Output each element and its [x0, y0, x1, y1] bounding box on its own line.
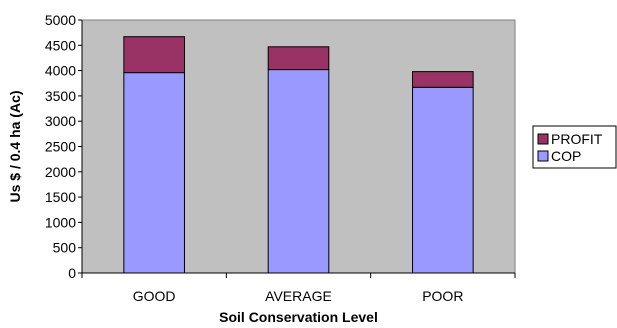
- legend-label-profit: PROFIT: [551, 131, 603, 147]
- bar-profit-good: [123, 36, 185, 74]
- bars: [123, 36, 474, 274]
- y-tick-label: 500: [53, 240, 77, 256]
- y-tick-label: 3500: [45, 88, 76, 104]
- bar-cop-good: [123, 72, 185, 274]
- bar-cop-poor: [412, 86, 474, 274]
- y-tick-label: 4000: [45, 63, 76, 79]
- y-tick-label: 0: [68, 265, 76, 281]
- legend-swatch-profit: [537, 133, 549, 145]
- y-tick-label: 4500: [45, 37, 76, 53]
- legend-label-cop: COP: [551, 148, 581, 164]
- legend-box: [532, 125, 617, 169]
- y-tick-label: 1000: [45, 214, 76, 230]
- legend-swatch-cop: [537, 150, 549, 162]
- x-tick-label: POOR: [422, 288, 463, 304]
- bar-profit-average: [267, 46, 330, 71]
- y-axis-ticks: 0 500 1000 1500 2000 2500 3000 3500 4000 4500 5000: [45, 12, 82, 281]
- x-tick-label: GOOD: [133, 288, 176, 304]
- y-tick-label: 1500: [45, 189, 76, 205]
- x-axis-ticks: GOOD AVERAGE POOR: [81, 273, 516, 304]
- x-tick-label: AVERAGE: [265, 288, 332, 304]
- bar-cop-average: [267, 69, 330, 274]
- y-axis-title: Us $ / 0.4 ha (Ac): [7, 90, 23, 202]
- x-axis-title: Soil Conservation Level: [219, 309, 378, 325]
- y-tick-label: 5000: [45, 12, 76, 28]
- y-tick-label: 2000: [45, 164, 76, 180]
- y-tick-label: 3000: [45, 113, 76, 129]
- bar-profit-poor: [412, 71, 474, 88]
- y-tick-label: 2500: [45, 139, 76, 155]
